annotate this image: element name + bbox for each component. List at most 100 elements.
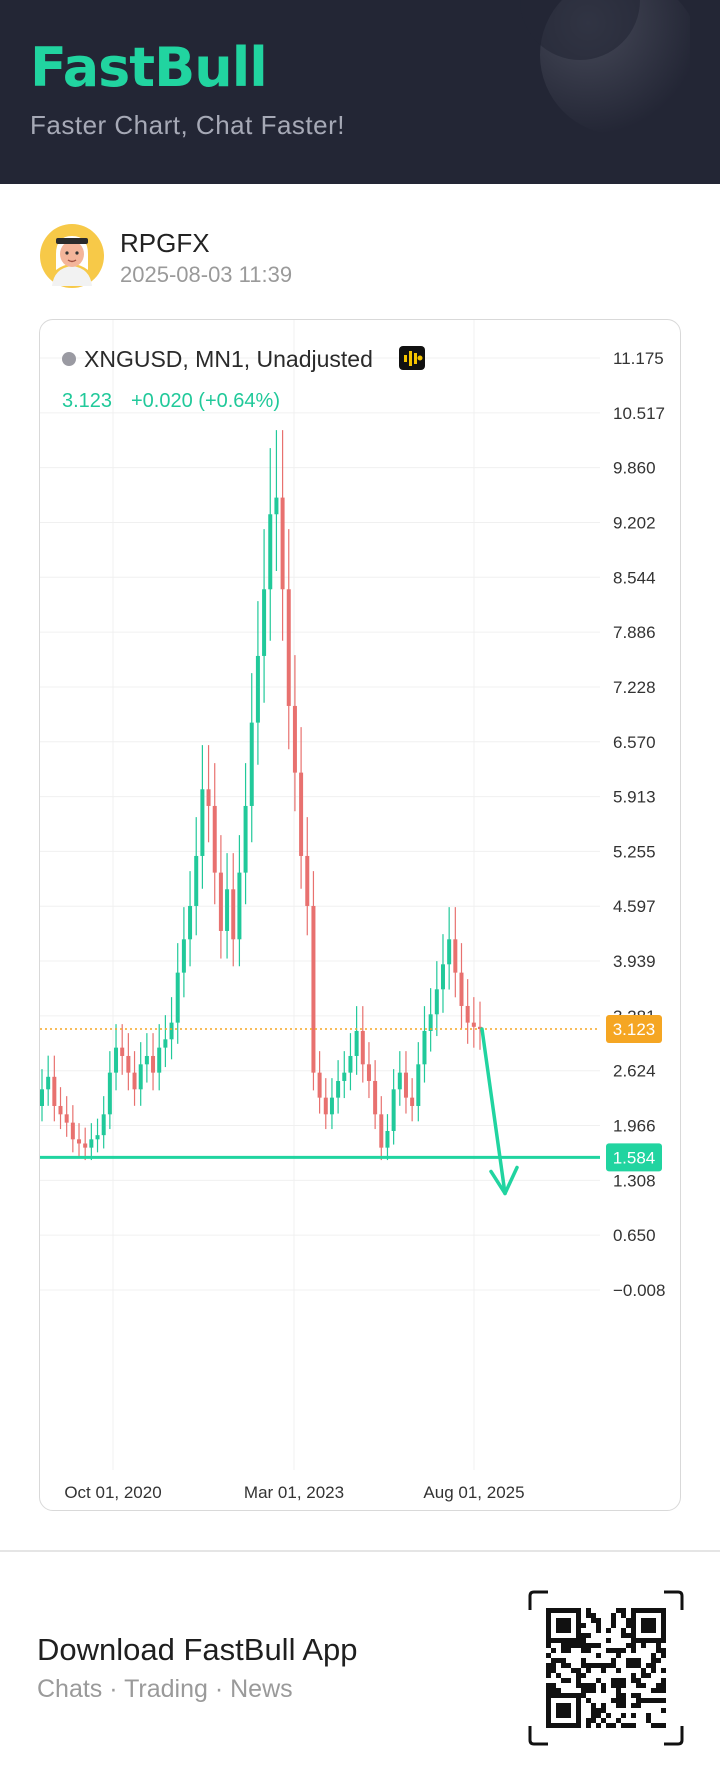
qr-finder	[556, 1618, 571, 1633]
qr-module	[596, 1663, 601, 1668]
candle-body	[169, 1022, 174, 1040]
qr-module	[601, 1718, 606, 1723]
qr-corner	[664, 1726, 684, 1746]
qr-module	[621, 1633, 626, 1638]
candle-body	[163, 1039, 168, 1048]
candle-body	[373, 1080, 378, 1115]
qr-corner	[528, 1726, 548, 1746]
candle-body	[231, 889, 236, 940]
candle-body	[360, 1030, 365, 1065]
candle-body	[200, 789, 205, 856]
qr-module	[656, 1723, 661, 1728]
qr-module	[661, 1708, 666, 1713]
qr-module	[601, 1708, 606, 1713]
candle-body	[120, 1047, 125, 1056]
qr-module	[636, 1683, 641, 1688]
candle-body	[459, 972, 464, 1006]
qr-module	[626, 1663, 631, 1668]
qr-module	[546, 1653, 551, 1658]
qr-module	[611, 1613, 616, 1618]
qr-module	[626, 1723, 631, 1728]
qr-module	[616, 1678, 621, 1683]
qr-module	[646, 1698, 651, 1703]
qr-corner	[664, 1590, 684, 1610]
qr-module	[581, 1663, 586, 1668]
qr-module	[546, 1663, 551, 1668]
download-subtitle: Chats · Trading · News	[37, 1675, 293, 1703]
qr-module	[611, 1648, 616, 1653]
qr-module	[631, 1678, 636, 1683]
candle-body	[465, 1005, 470, 1023]
y-tick-label: 3.939	[613, 952, 656, 971]
candle-body	[70, 1122, 75, 1140]
y-tick-label: 7.228	[613, 678, 656, 697]
candle-body	[385, 1130, 390, 1148]
qr-module	[611, 1663, 616, 1668]
qr-module	[661, 1698, 666, 1703]
x-tick-label: Aug 01, 2025	[423, 1483, 524, 1502]
candle-body	[410, 1097, 415, 1106]
candle-body	[95, 1135, 100, 1140]
qr-module	[626, 1633, 631, 1638]
qr-finder	[641, 1618, 656, 1633]
qr-module	[631, 1648, 636, 1653]
avatar[interactable]	[40, 224, 104, 288]
audio-icon[interactable]	[399, 346, 425, 370]
candle-body	[299, 772, 304, 856]
chart-card[interactable]: 11.175 10.517 9.860 9.202 8.544 7.886 7.228 6.5…	[39, 319, 681, 1511]
candle-body	[157, 1047, 162, 1073]
candle-body	[286, 589, 291, 706]
qr-module	[581, 1693, 586, 1698]
candle-body	[305, 855, 310, 906]
author-name[interactable]: RPGFX	[120, 228, 210, 258]
candle-body	[114, 1047, 119, 1073]
candle-body	[144, 1055, 149, 1065]
qr-module	[636, 1703, 641, 1708]
candle-body	[101, 1114, 106, 1136]
candlestick-chart[interactable]: 11.175 10.517 9.860 9.202 8.544 7.886 7.228 6.5…	[40, 320, 681, 1511]
qr-module	[601, 1703, 606, 1708]
qr-module	[561, 1678, 566, 1683]
qr-module	[611, 1618, 616, 1623]
qr-module	[636, 1678, 641, 1683]
qr-module	[561, 1643, 566, 1648]
current-price-tag-label: 3.123	[613, 1020, 656, 1039]
qr-module	[586, 1663, 591, 1668]
qr-module	[601, 1683, 606, 1688]
qr-module	[591, 1718, 596, 1723]
y-tick-label: 11.175	[613, 349, 664, 368]
y-tick-label: 0.650	[613, 1226, 656, 1245]
qr-code[interactable]	[528, 1590, 684, 1746]
qr-module	[586, 1718, 591, 1723]
qr-module	[601, 1663, 606, 1668]
candle-body	[329, 1097, 334, 1115]
qr-module	[631, 1643, 636, 1648]
support-tag-label: 1.584	[613, 1148, 656, 1167]
qr-module	[556, 1688, 561, 1693]
qr-module	[641, 1668, 646, 1673]
y-tick-label: 6.570	[613, 733, 656, 752]
candle-body	[391, 1089, 396, 1131]
candle-body	[268, 514, 273, 590]
candle-body	[366, 1064, 371, 1081]
qr-module	[611, 1623, 616, 1628]
qr-module	[611, 1723, 616, 1728]
qr-module	[641, 1673, 646, 1678]
candle-body	[354, 1030, 359, 1056]
download-title[interactable]: Download FastBull App	[37, 1632, 358, 1667]
qr-module	[641, 1698, 646, 1703]
qr-module	[646, 1713, 651, 1718]
candle-body	[52, 1076, 57, 1106]
y-tick-label: 2.624	[613, 1062, 656, 1081]
candle-body	[471, 1022, 476, 1027]
qr-module	[651, 1688, 656, 1693]
qr-module	[621, 1628, 626, 1633]
candle-body	[89, 1139, 94, 1148]
candle-body	[434, 989, 439, 1015]
qr-module	[586, 1648, 591, 1653]
candle-body	[83, 1143, 88, 1148]
qr-module	[586, 1613, 591, 1618]
candle-body	[212, 805, 217, 873]
qr-module	[586, 1688, 591, 1693]
chart-grid	[40, 320, 600, 1470]
